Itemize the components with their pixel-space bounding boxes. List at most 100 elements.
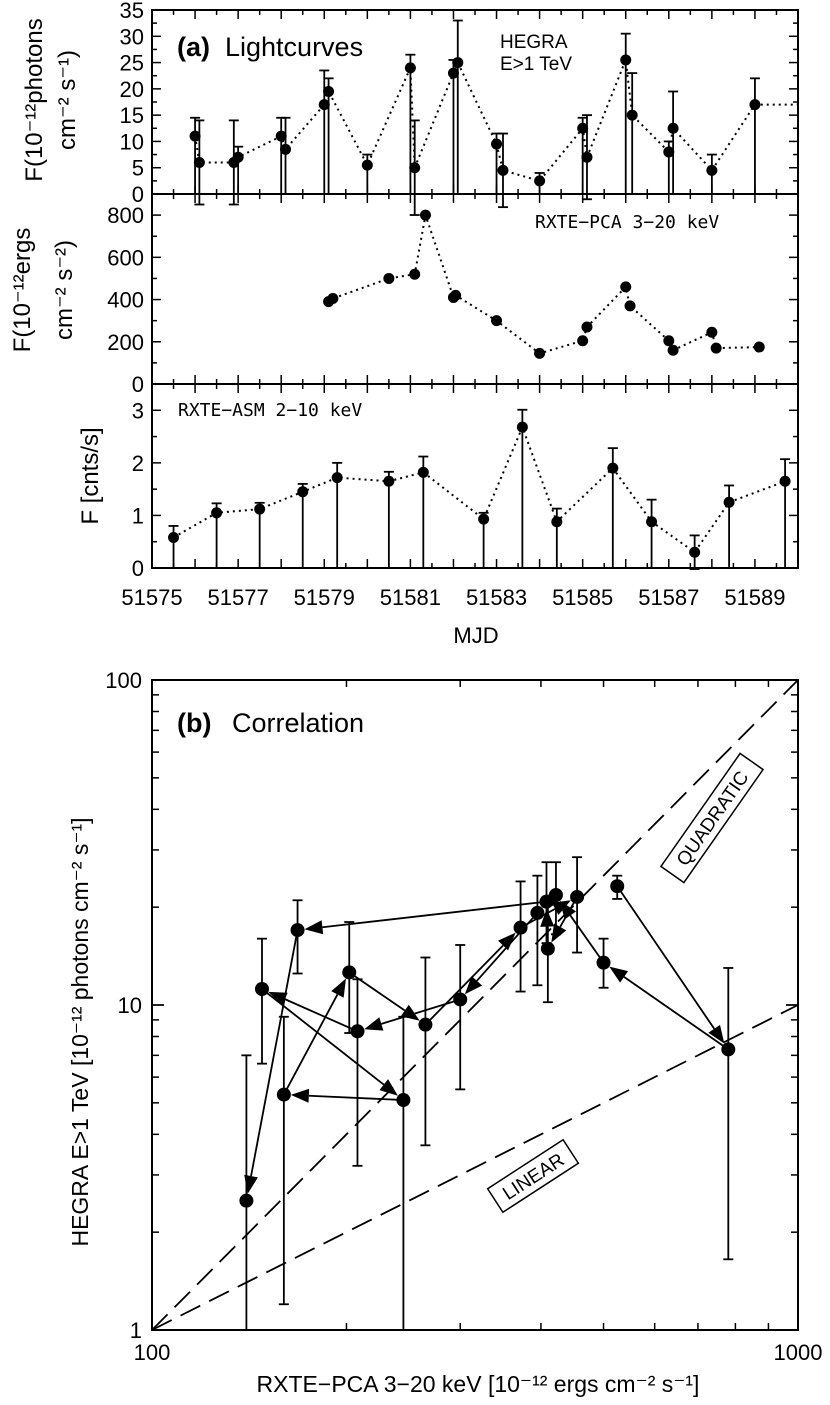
trajectory-arrowhead bbox=[290, 1088, 310, 1103]
trajectory-arrowhead bbox=[244, 1174, 258, 1194]
chart-a-title: Lightcurves bbox=[225, 32, 363, 62]
trajectory-line bbox=[250, 929, 299, 1177]
data-point-hegra bbox=[663, 146, 675, 158]
reference-line-quadratic bbox=[151, 679, 799, 1331]
x-tick-label: 51579 bbox=[294, 585, 355, 610]
trajectory-line bbox=[559, 896, 578, 928]
y-tick-label-hegra: 30 bbox=[120, 24, 144, 49]
x-tick-label-correlation: 100 bbox=[134, 1340, 171, 1365]
y-tick-label-hegra: 15 bbox=[120, 103, 144, 128]
data-point-correlation bbox=[350, 1024, 365, 1039]
trajectory-line bbox=[616, 885, 715, 1030]
data-point-pca bbox=[710, 342, 722, 354]
trajectory-line bbox=[261, 988, 385, 1086]
data-point-hegra bbox=[232, 151, 244, 163]
data-point-pca bbox=[534, 347, 546, 359]
asm-ylabel: F [cnts/s] bbox=[77, 427, 104, 524]
y-tick-label-asm: 0 bbox=[132, 556, 144, 581]
trajectory-arrowhead bbox=[364, 1017, 384, 1031]
data-point-pca bbox=[753, 341, 765, 353]
trajectory-arrowhead bbox=[542, 890, 561, 909]
y-tick-label-pca: 400 bbox=[107, 288, 144, 313]
data-point-hegra bbox=[409, 162, 421, 174]
data-point-correlation bbox=[596, 955, 611, 970]
y-tick-label-asm: 2 bbox=[132, 451, 144, 476]
data-point-hegra bbox=[447, 67, 459, 79]
x-tick-label: 51581 bbox=[380, 585, 441, 610]
data-point-correlation bbox=[418, 1017, 433, 1032]
data-point-correlation bbox=[453, 992, 468, 1007]
data-point-asm bbox=[297, 486, 309, 498]
data-point-pca bbox=[620, 281, 632, 293]
data-point-asm bbox=[689, 546, 701, 558]
data-point-hegra bbox=[189, 130, 201, 142]
trajectory-arrowhead bbox=[551, 923, 567, 943]
data-point-hegra bbox=[361, 159, 373, 171]
data-point-hegra bbox=[626, 109, 638, 121]
data-point-correlation bbox=[610, 879, 625, 894]
data-point-hegra bbox=[193, 156, 205, 168]
x-tick-label: 51577 bbox=[208, 585, 269, 610]
series-line-asm bbox=[173, 424, 786, 554]
pca-label: RXTE−PCA 3−20 keV bbox=[535, 212, 719, 233]
chart-b-title-tag: (b) bbox=[177, 708, 211, 738]
reference-label-linear: LINEAR bbox=[486, 1138, 580, 1214]
trajectory-arrowhead bbox=[540, 908, 555, 927]
data-point-pca bbox=[383, 272, 395, 284]
data-point-pca bbox=[706, 326, 718, 338]
data-point-hegra bbox=[280, 143, 292, 155]
asm-label: RXTE−ASM 2−10 keV bbox=[178, 400, 362, 421]
trajectory-line bbox=[308, 1094, 404, 1101]
data-point-asm bbox=[516, 421, 528, 433]
x-tick-label: 51575 bbox=[121, 585, 182, 610]
series-line-pca bbox=[328, 211, 760, 355]
lightcurves-chart: (a) Lightcurves HEGRA E>1 TeV RXTE−PCA 3… bbox=[9, 0, 799, 648]
y-tick-label-hegra: 20 bbox=[120, 77, 144, 102]
trajectory-arrowhead bbox=[304, 920, 324, 935]
data-point-correlation bbox=[721, 1042, 736, 1057]
hegra-ylabel-2: cm⁻² s⁻¹) bbox=[54, 50, 81, 150]
x-tick-label-correlation: 1000 bbox=[774, 1340, 823, 1365]
data-point-hegra bbox=[404, 62, 416, 74]
trajectory-line bbox=[424, 944, 504, 1026]
data-point-correlation bbox=[570, 889, 585, 904]
data-point-hegra bbox=[749, 99, 761, 111]
y-tick-label-pca: 200 bbox=[107, 330, 144, 355]
y-tick-label-pca: 0 bbox=[132, 372, 144, 397]
data-point-asm bbox=[211, 507, 223, 519]
reference-label-box bbox=[659, 752, 765, 884]
trajectory-line bbox=[322, 900, 547, 929]
data-point-asm bbox=[254, 503, 266, 515]
data-point-asm bbox=[478, 513, 490, 525]
y-tick-label-asm: 3 bbox=[132, 398, 144, 423]
data-point-correlation bbox=[276, 1087, 291, 1102]
trajectory-arrowhead bbox=[331, 978, 346, 998]
y-tick-label-asm: 1 bbox=[132, 503, 144, 528]
trajectory-line bbox=[381, 998, 461, 1025]
data-point-correlation bbox=[342, 965, 357, 980]
data-point-hegra bbox=[452, 57, 464, 69]
trajectory-arrowhead bbox=[609, 966, 629, 983]
y-tick-label-pca: 600 bbox=[107, 245, 144, 270]
data-point-hegra bbox=[577, 122, 589, 134]
data-point-correlation bbox=[254, 982, 269, 997]
data-point-correlation bbox=[539, 894, 554, 909]
panel-frame-correlation bbox=[151, 679, 799, 1331]
data-point-hegra bbox=[534, 175, 546, 187]
pca-ylabel-2: cm⁻² s⁻²) bbox=[51, 240, 78, 340]
trajectory-arrowhead bbox=[498, 932, 516, 951]
trajectory-line bbox=[476, 912, 539, 982]
reference-line-linear bbox=[151, 1004, 799, 1331]
data-point-pca bbox=[624, 300, 636, 312]
trajectory-arrowhead bbox=[559, 900, 577, 920]
data-point-asm bbox=[331, 472, 343, 484]
y-tick-label-correlation: 100 bbox=[105, 668, 142, 693]
reference-label-text: LINEAR bbox=[499, 1150, 568, 1205]
data-point-hegra bbox=[706, 164, 718, 176]
data-point-pca bbox=[419, 209, 431, 221]
y-tick-label-hegra: 10 bbox=[120, 129, 144, 154]
data-point-pca bbox=[577, 335, 589, 347]
data-point-hegra bbox=[581, 151, 593, 163]
data-point-pca bbox=[450, 289, 462, 301]
trajectory-line bbox=[554, 894, 557, 897]
